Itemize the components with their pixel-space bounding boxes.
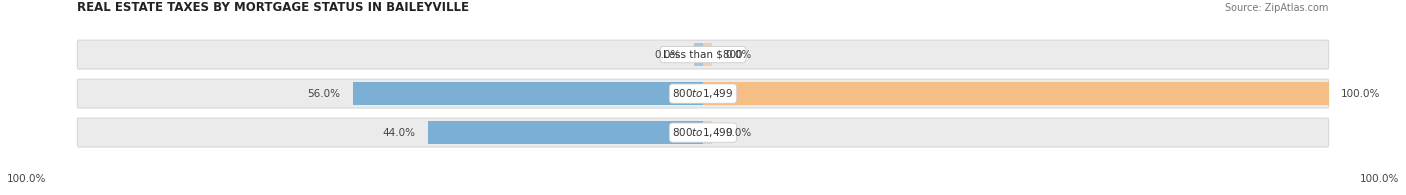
Bar	[703, 43, 713, 66]
Text: 100.0%: 100.0%	[1360, 174, 1399, 184]
Bar	[693, 43, 703, 66]
FancyBboxPatch shape	[77, 118, 1329, 147]
Text: 44.0%: 44.0%	[382, 128, 415, 138]
Text: $800 to $1,499: $800 to $1,499	[672, 87, 734, 100]
Text: Source: ZipAtlas.com: Source: ZipAtlas.com	[1225, 3, 1329, 13]
Text: 0.0%: 0.0%	[655, 50, 681, 60]
Text: 0.0%: 0.0%	[725, 50, 751, 60]
FancyBboxPatch shape	[77, 40, 1329, 69]
Bar	[353, 82, 703, 105]
Text: 56.0%: 56.0%	[307, 89, 340, 99]
Bar	[703, 121, 713, 144]
Text: 100.0%: 100.0%	[1341, 89, 1381, 99]
Text: Less than $800: Less than $800	[664, 50, 742, 60]
Text: 0.0%: 0.0%	[725, 128, 751, 138]
Text: $800 to $1,499: $800 to $1,499	[672, 126, 734, 139]
Text: REAL ESTATE TAXES BY MORTGAGE STATUS IN BAILEYVILLE: REAL ESTATE TAXES BY MORTGAGE STATUS IN …	[77, 1, 470, 14]
Bar	[427, 121, 703, 144]
Text: 100.0%: 100.0%	[7, 174, 46, 184]
FancyBboxPatch shape	[77, 79, 1329, 108]
Bar	[703, 82, 1329, 105]
